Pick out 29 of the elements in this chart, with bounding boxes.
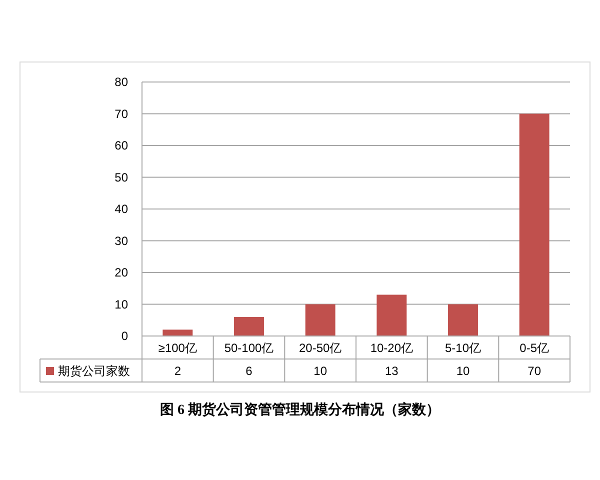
bar bbox=[519, 114, 550, 336]
data-label: 2 bbox=[174, 364, 182, 378]
bar bbox=[234, 316, 264, 336]
x-tick-label: 5-10亿 bbox=[444, 341, 482, 355]
y-tick-label: 10 bbox=[114, 297, 128, 312]
data-label: 10 bbox=[314, 364, 328, 378]
y-tick-label: 40 bbox=[114, 202, 128, 216]
x-tick-label: 10-20亿 bbox=[370, 341, 414, 355]
bar bbox=[376, 294, 407, 336]
data-label: 6 bbox=[246, 364, 253, 378]
data-label: 70 bbox=[528, 364, 542, 378]
bar bbox=[162, 330, 193, 336]
legend-label: 期货公司家数 bbox=[58, 364, 130, 378]
x-tick-label: ≥100亿 bbox=[158, 341, 197, 355]
bar bbox=[305, 304, 336, 336]
y-tick-label: 80 bbox=[114, 75, 128, 89]
data-label: 10 bbox=[456, 364, 470, 378]
x-tick-label: 20-50亿 bbox=[298, 341, 342, 355]
x-tick-label: 0-5亿 bbox=[520, 341, 550, 355]
y-tick-label: 30 bbox=[114, 234, 128, 248]
text: 图 6 期货公司资管管理规模分布情况（家数） bbox=[160, 401, 440, 418]
y-tick-label: 20 bbox=[114, 266, 128, 280]
y-tick-label: 0 bbox=[121, 329, 128, 343]
y-tick-label: 70 bbox=[114, 106, 128, 121]
x-tick-label: 50-100亿 bbox=[224, 341, 274, 355]
data-label: 13 bbox=[384, 364, 399, 378]
y-tick-label: 50 bbox=[114, 170, 128, 184]
bar bbox=[448, 304, 478, 336]
y-tick-label: 60 bbox=[114, 138, 128, 152]
